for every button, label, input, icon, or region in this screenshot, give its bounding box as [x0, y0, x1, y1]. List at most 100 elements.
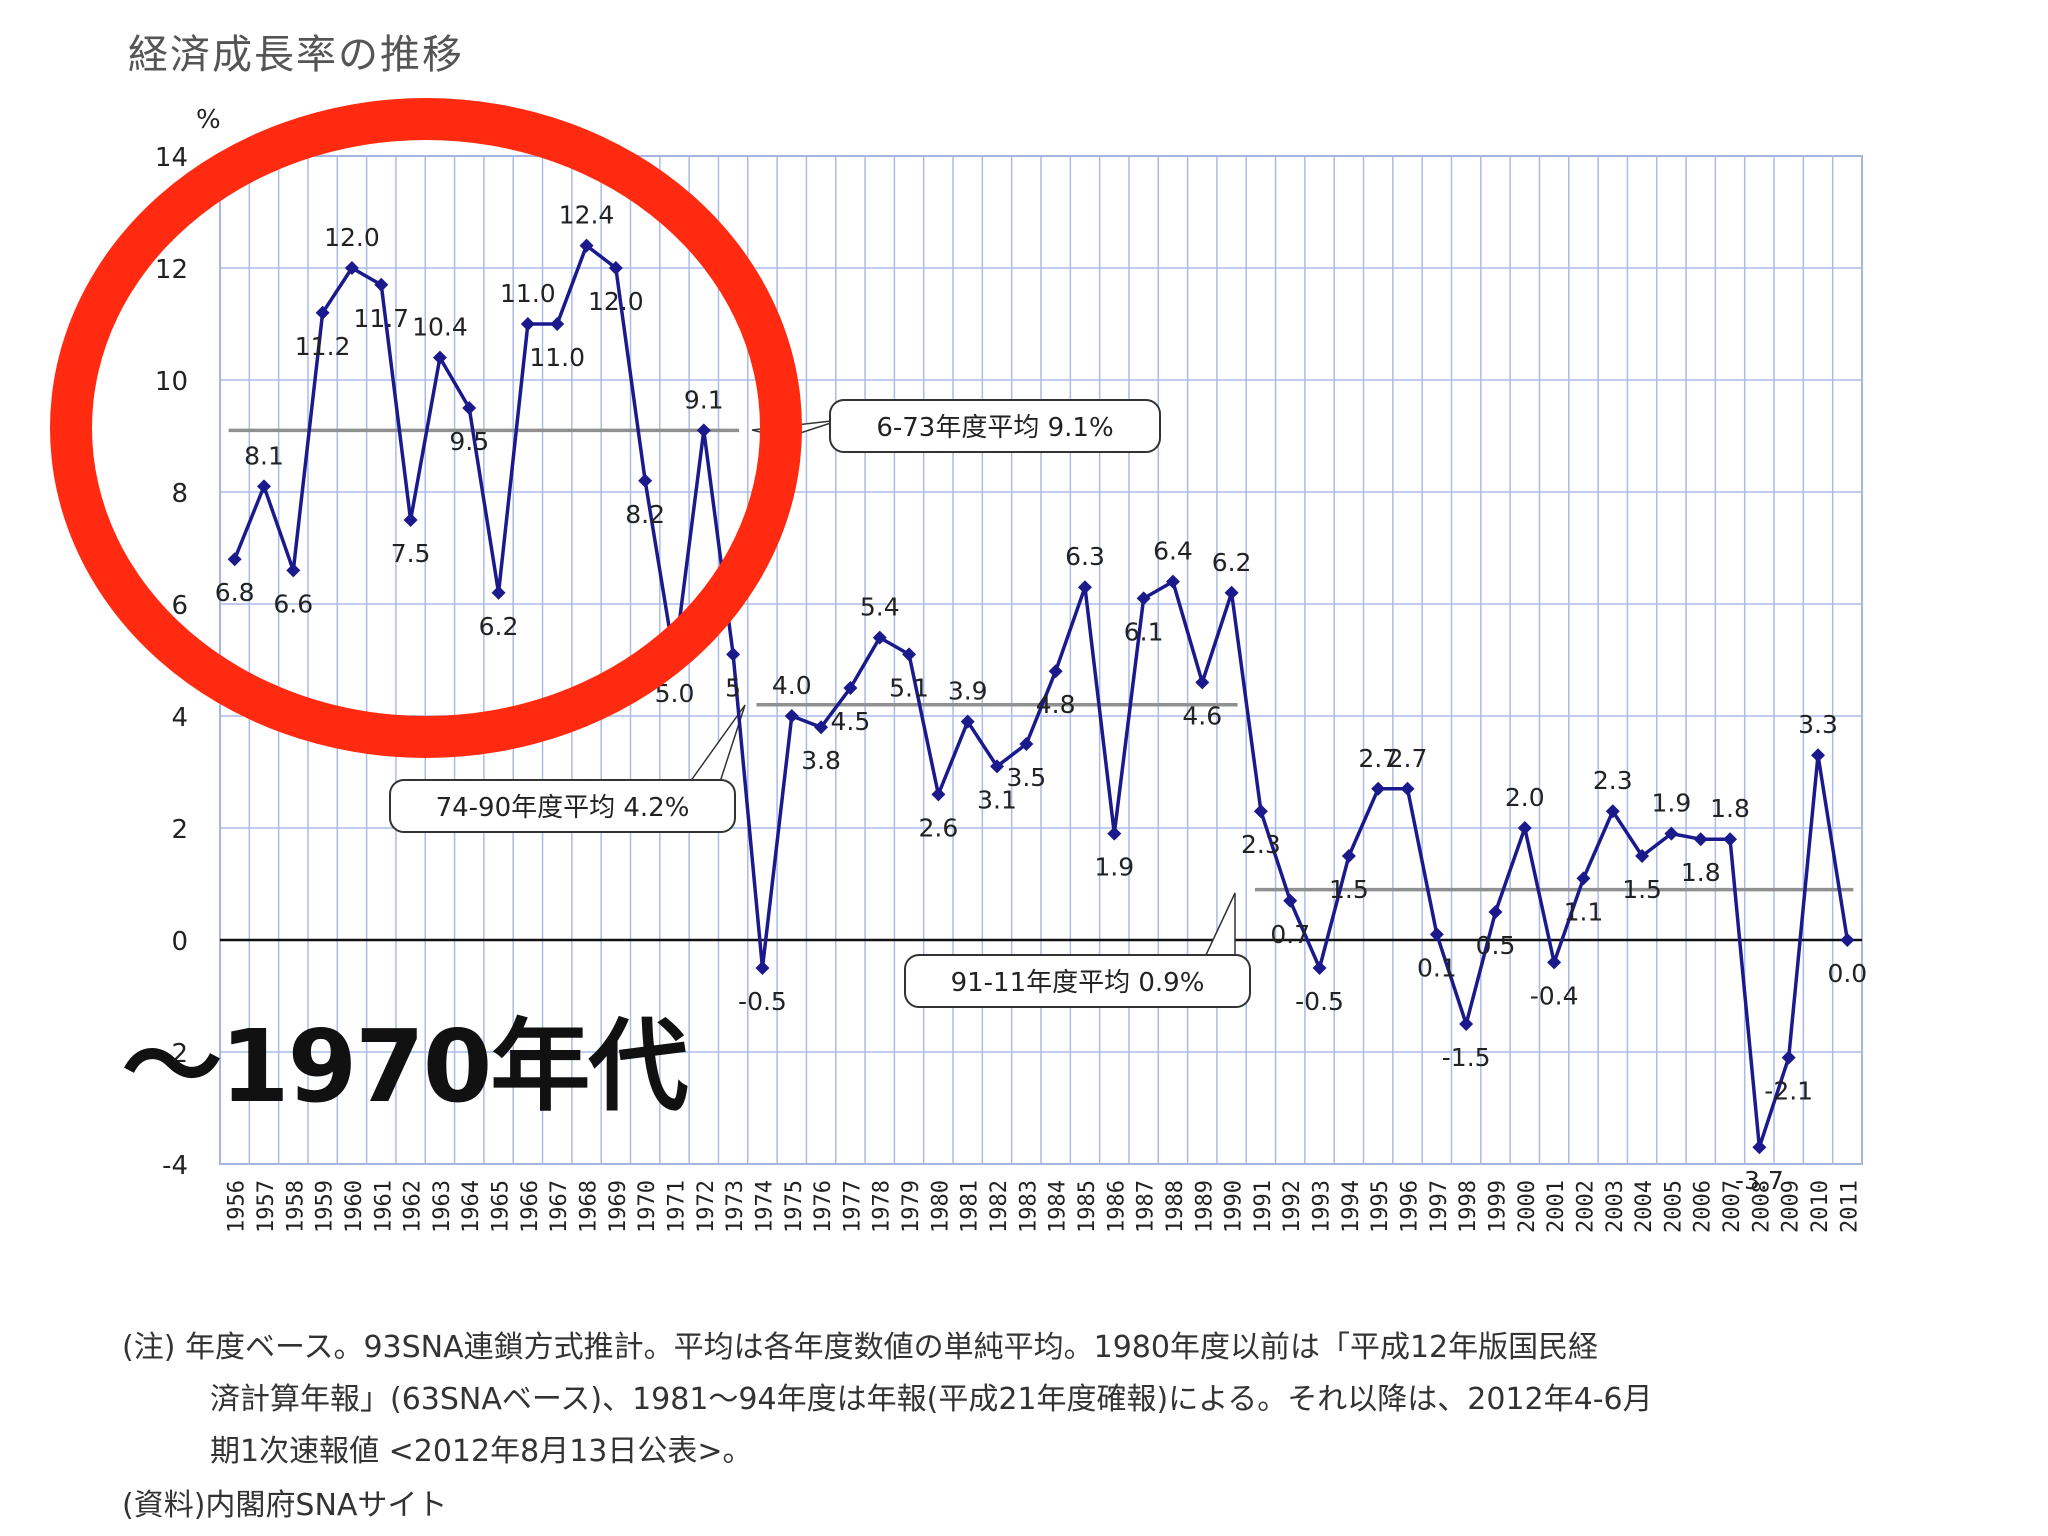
data-label: 11.0 [529, 343, 585, 372]
data-point [286, 563, 301, 578]
data-label: -1.5 [1442, 1043, 1491, 1072]
data-point [462, 401, 477, 415]
y-tick-label: 10 [155, 367, 188, 397]
note-line: 期1次速報値 <2012年8月13日公表>。 [210, 1434, 753, 1469]
x-tick-label: 1974 [752, 1180, 777, 1233]
x-tick-label: 2007 [1720, 1180, 1745, 1233]
data-point [990, 759, 1005, 774]
x-tick-label: 1979 [899, 1180, 924, 1233]
x-tick-label: 1973 [723, 1180, 748, 1233]
y-tick-label: -4 [162, 1151, 188, 1181]
data-point [814, 720, 829, 735]
data-label: 11.7 [353, 304, 409, 333]
data-label: 7.5 [391, 539, 431, 568]
data-point [1459, 1017, 1474, 1031]
data-label: 1.8 [1681, 858, 1721, 887]
data-point [755, 961, 770, 975]
x-tick-label: 1969 [606, 1180, 631, 1233]
data-point [256, 479, 271, 494]
data-label: 6.1 [1124, 617, 1164, 646]
data-label: 4.8 [1036, 690, 1076, 719]
data-label: 6.2 [479, 612, 519, 641]
x-tick-label: 1976 [811, 1180, 836, 1233]
x-tick-label: 2005 [1661, 1180, 1686, 1233]
data-point [344, 261, 359, 275]
data-point [1781, 1050, 1796, 1065]
data-label: 4.0 [772, 671, 812, 700]
data-point [960, 714, 975, 729]
data-label: 2.0 [1505, 783, 1545, 812]
data-label: 6.2 [1212, 548, 1252, 577]
data-label: 11.2 [295, 332, 351, 361]
x-tick-label: 1981 [958, 1180, 983, 1233]
data-label: 2.3 [1593, 766, 1633, 795]
x-tick-label: 1977 [840, 1180, 865, 1233]
x-tick-label: 1982 [987, 1180, 1012, 1233]
data-point [726, 647, 741, 662]
data-point [1488, 905, 1503, 919]
data-point [1517, 821, 1532, 835]
data-point [491, 585, 506, 600]
x-tick-label: 1956 [225, 1180, 250, 1233]
data-label: 1.5 [1329, 875, 1369, 904]
data-point [1283, 893, 1298, 908]
average-label: 91-11年度平均 0.9% [951, 968, 1205, 998]
data-label: 0.1 [1417, 953, 1457, 982]
data-label: -3.7 [1735, 1166, 1784, 1195]
data-label: 6.4 [1153, 537, 1193, 566]
data-point [1107, 826, 1122, 841]
data-label: 3.3 [1798, 710, 1838, 739]
data-label: 4.6 [1182, 701, 1222, 730]
x-tick-label: 1965 [489, 1180, 514, 1233]
x-tick-label: 1971 [664, 1180, 689, 1233]
x-tick-label: 1966 [518, 1180, 543, 1233]
data-label: 1.9 [1652, 789, 1692, 818]
data-label: 11.0 [500, 279, 556, 308]
data-label: 6.8 [215, 578, 255, 607]
data-point [1635, 849, 1650, 863]
x-tick-label: 1997 [1427, 1180, 1452, 1233]
data-label: 1.8 [1710, 794, 1750, 823]
x-tick-label: 1987 [1134, 1180, 1159, 1233]
x-tick-label: 1961 [371, 1180, 396, 1233]
note-line: (注) 年度ベース。93SNA連鎖方式推計。平均は各年度数値の単純平均。1980… [122, 1330, 1599, 1365]
data-label: 4.5 [831, 707, 871, 736]
data-point [432, 350, 447, 365]
data-label: 2.7 [1388, 744, 1428, 773]
x-tick-label: 1964 [459, 1180, 484, 1233]
data-point [1576, 871, 1591, 886]
data-point [872, 630, 887, 645]
data-point [1136, 591, 1151, 606]
data-point [1371, 781, 1386, 796]
data-point [1224, 585, 1239, 600]
data-point [696, 423, 711, 438]
data-point [1048, 664, 1063, 679]
x-tick-label: 1968 [577, 1180, 602, 1233]
y-tick-label: 14 [155, 143, 188, 173]
data-label: 9.1 [684, 385, 724, 414]
data-point [315, 305, 330, 320]
x-tick-label: 1992 [1280, 1180, 1305, 1233]
data-point [1605, 804, 1620, 819]
data-label: 12.0 [588, 287, 644, 316]
x-tick-label: 1985 [1075, 1180, 1100, 1233]
data-point [520, 317, 535, 331]
data-point [403, 513, 418, 527]
data-point [1195, 675, 1210, 690]
x-tick-label: 1967 [547, 1180, 572, 1233]
x-tick-label: 2003 [1603, 1180, 1628, 1233]
chart-title: 経済成長率の推移 [128, 32, 464, 78]
data-label: 12.0 [324, 223, 380, 252]
data-label: 3.1 [977, 785, 1017, 814]
data-point [1664, 826, 1679, 841]
data-point [1693, 832, 1708, 847]
y-tick-label: 4 [171, 703, 188, 733]
data-label: 1.1 [1564, 897, 1604, 926]
x-tick-label: 2004 [1632, 1180, 1657, 1233]
data-point [1811, 748, 1826, 763]
data-point [1253, 804, 1268, 819]
callout-box [389, 779, 736, 833]
data-label: -0.4 [1530, 981, 1579, 1010]
data-label: 5.0 [655, 679, 695, 708]
data-point [608, 261, 623, 275]
